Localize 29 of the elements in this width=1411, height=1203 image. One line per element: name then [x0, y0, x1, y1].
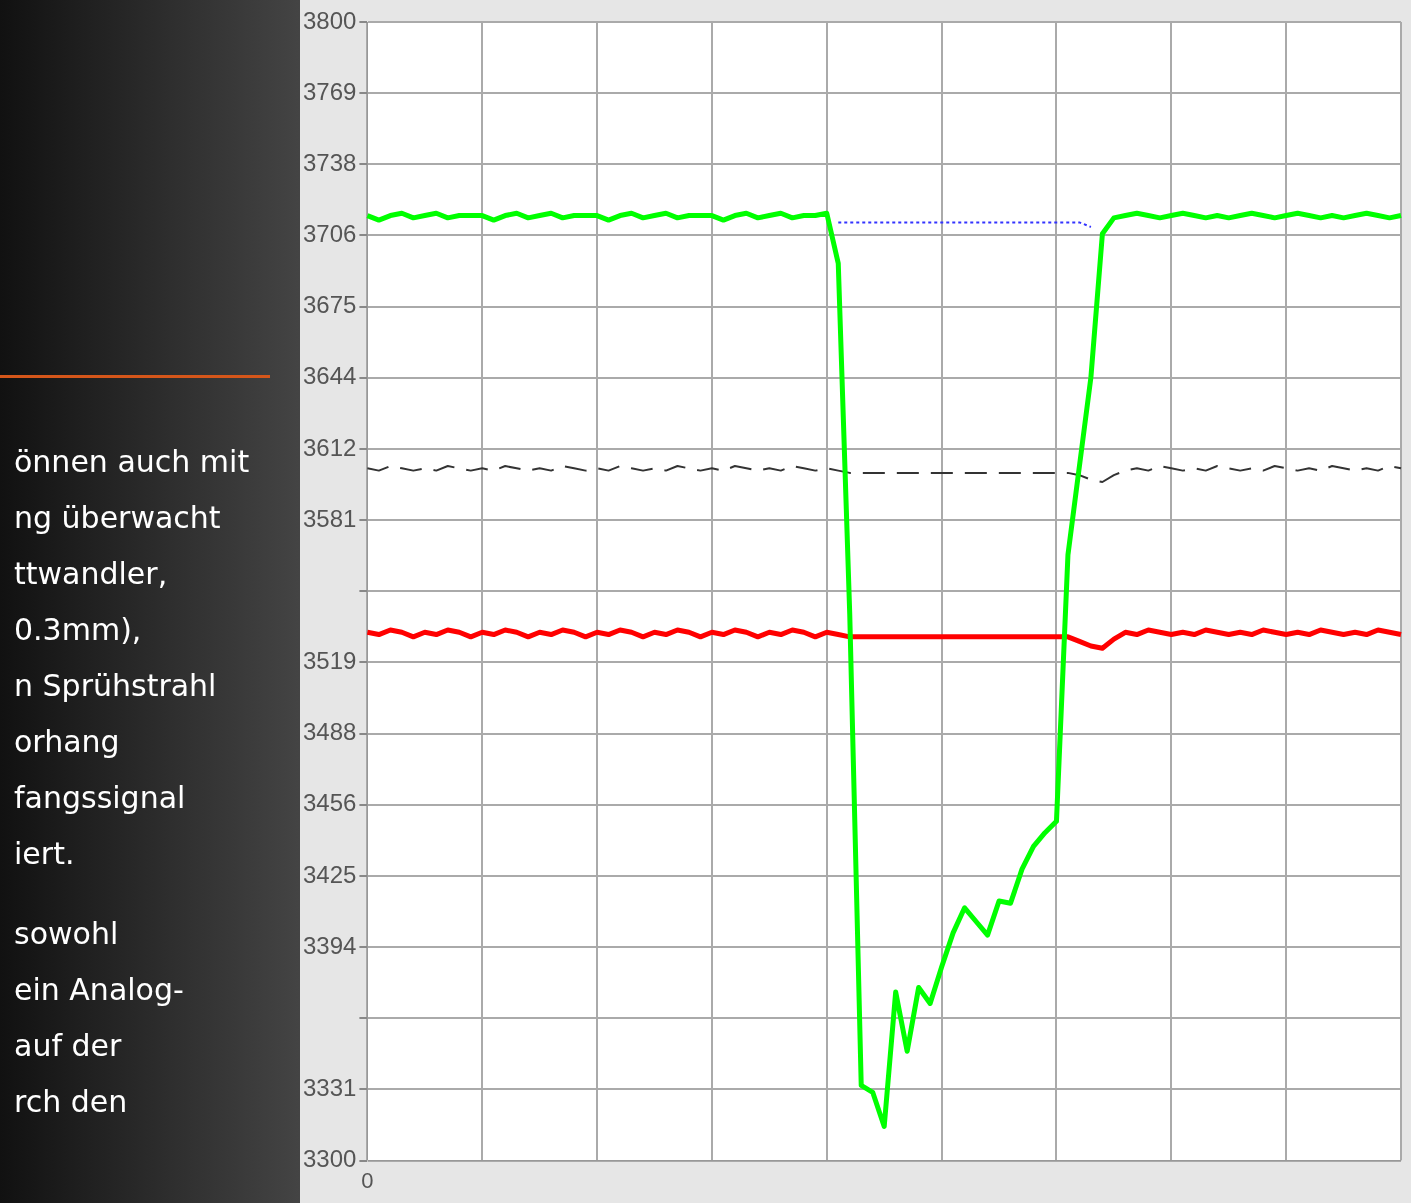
text: ng überwacht	[14, 499, 222, 537]
x-tick-label: 0	[361, 1167, 374, 1193]
y-tick-label: 3675	[303, 291, 357, 319]
text: iert.	[14, 835, 76, 873]
text: önnen auch mit	[14, 443, 251, 481]
y-tick-label: 3519	[303, 647, 357, 675]
text: rch den	[14, 1083, 129, 1121]
y-tick-label: 3394	[303, 931, 357, 959]
y-tick-label: 3488	[303, 718, 357, 746]
text: sowohl	[14, 915, 120, 953]
line-series	[366, 465, 1402, 483]
y-tick-label: 3738	[303, 148, 357, 176]
text: auf der	[14, 1027, 123, 1065]
y-tick-label: 3581	[303, 504, 357, 532]
y-tick-label: 3706	[303, 220, 357, 248]
y-tick-label: 3331	[303, 1074, 357, 1102]
text: ein Analog-	[14, 971, 185, 1009]
y-tick-label: 3425	[303, 860, 357, 888]
text: n Sprühstrahl	[14, 667, 218, 705]
y-tick-label: 3456	[303, 789, 357, 817]
y-tick-label: 3612	[303, 433, 357, 461]
text: orhang	[14, 723, 121, 761]
y-tick-label: 3644	[303, 362, 357, 390]
text: ttwandler,	[14, 555, 169, 593]
y-tick-label: 3769	[303, 77, 357, 105]
y-tick-label: 3800	[303, 6, 357, 34]
text: fangssignal	[14, 779, 187, 817]
y-tick-label: 3300	[303, 1145, 357, 1173]
text: 0.3mm),	[14, 611, 143, 649]
